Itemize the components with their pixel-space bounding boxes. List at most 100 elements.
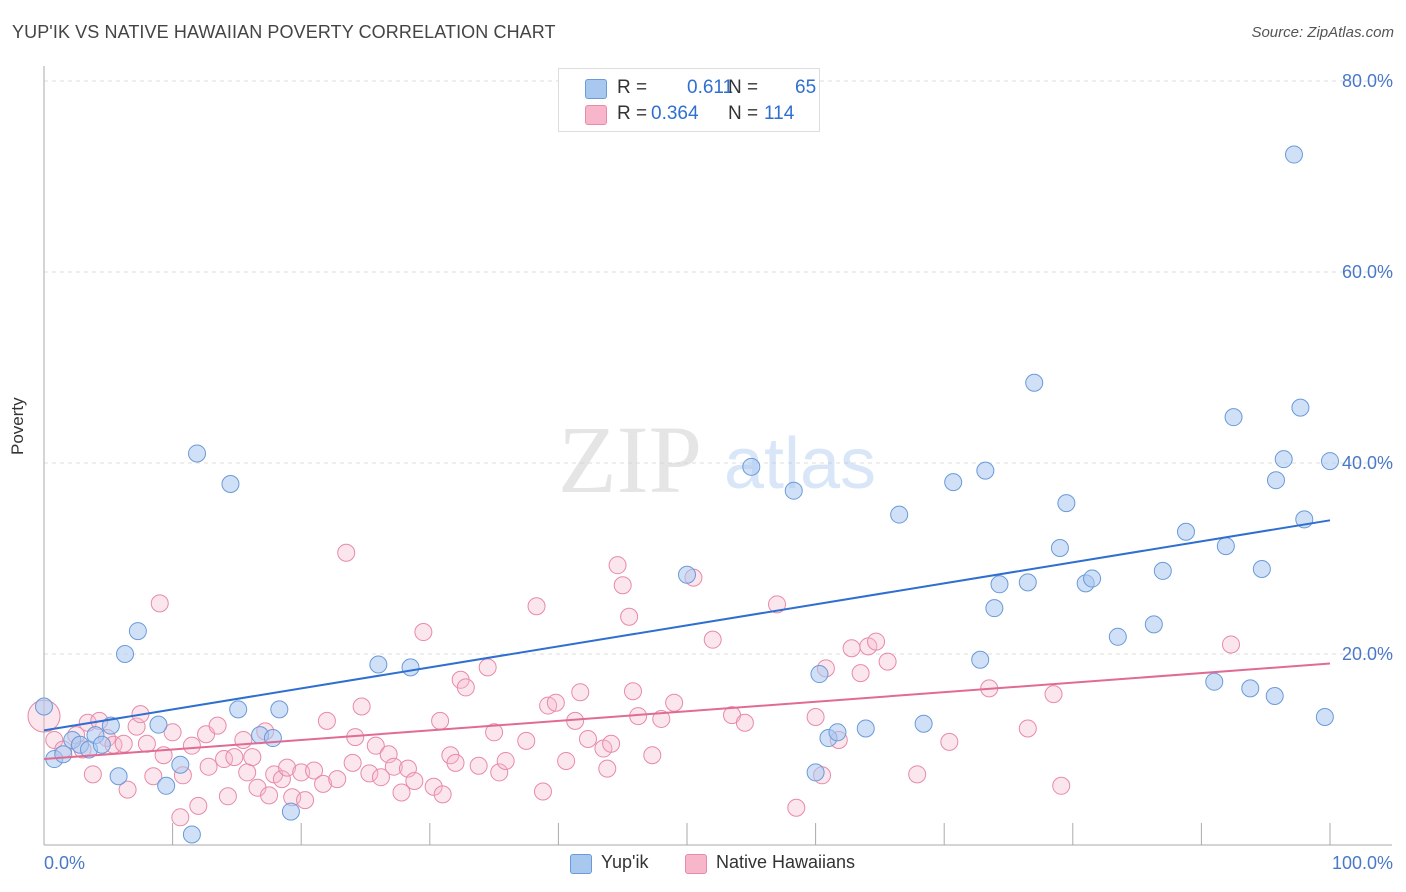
x-tick-label-max: 100.0%: [1332, 853, 1393, 873]
point-native-hawaiians: [478, 658, 497, 677]
point-yupik: [229, 700, 248, 719]
point-native-hawaiians: [735, 713, 754, 732]
point-native-hawaiians: [150, 594, 169, 613]
point-native-hawaiians: [787, 798, 806, 817]
point-native-hawaiians: [602, 734, 621, 753]
point-native-hawaiians: [469, 756, 488, 775]
y-tick-label-80: 80.0%: [1342, 71, 1393, 91]
source-label: Source: ZipAtlas.com: [1251, 24, 1394, 41]
x-tick-label-min: 0.0%: [44, 853, 85, 873]
point-native-hawaiians: [352, 697, 371, 716]
point-yupik: [810, 665, 829, 684]
point-yupik: [1176, 522, 1195, 541]
point-native-hawaiians: [118, 780, 137, 799]
point-native-hawaiians: [806, 708, 825, 727]
trendline-native-hawaiians: [43, 662, 1331, 761]
point-native-hawaiians: [1052, 776, 1071, 795]
point-native-hawaiians: [424, 777, 443, 796]
point-native-hawaiians: [613, 576, 632, 595]
point-yupik: [1224, 408, 1243, 427]
trendlines: [43, 519, 1331, 761]
point-native-hawaiians: [225, 748, 244, 767]
point-native-hawaiians: [278, 758, 297, 777]
gridlines: [44, 80, 1392, 655]
point-native-hawaiians: [238, 763, 257, 782]
point-yupik: [1205, 672, 1224, 691]
legend-r-value-native-hawaiians: 0.364: [651, 103, 699, 124]
point-native-hawaiians: [665, 693, 684, 712]
point-native-hawaiians: [199, 757, 218, 776]
point-yupik: [806, 763, 825, 782]
point-native-hawaiians: [1221, 635, 1240, 654]
tick-labels: 20.0% 40.0% 60.0% 80.0% 0.0% 100.0%: [44, 71, 1393, 873]
point-native-hawaiians: [296, 791, 315, 810]
point-yupik: [1025, 373, 1044, 392]
point-native-hawaiians: [652, 709, 671, 728]
point-yupik: [1274, 450, 1293, 469]
point-yupik: [157, 776, 176, 795]
yupik-points: [35, 145, 1339, 844]
point-yupik: [1291, 398, 1310, 417]
legend-n-label: N =: [728, 77, 759, 98]
point-yupik: [188, 444, 207, 463]
point-native-hawaiians: [867, 632, 886, 651]
point-native-hawaiians: [878, 652, 897, 671]
point-native-hawaiians: [189, 796, 208, 815]
point-yupik: [92, 735, 111, 754]
point-native-hawaiians: [317, 711, 336, 730]
point-native-hawaiians: [337, 543, 356, 562]
point-native-hawaiians: [431, 711, 450, 730]
axes: [43, 66, 1392, 846]
point-yupik: [1018, 573, 1037, 592]
point-native-hawaiians: [328, 770, 347, 789]
point-native-hawaiians: [608, 556, 627, 575]
point-native-hawaiians: [182, 736, 201, 755]
point-yupik: [1252, 560, 1271, 579]
point-native-hawaiians: [598, 759, 617, 778]
point-yupik: [828, 723, 847, 742]
point-native-hawaiians: [366, 736, 385, 755]
trendline-yupik: [43, 519, 1331, 732]
legend-r-label: R =: [617, 103, 648, 124]
point-native-hawaiians: [305, 761, 324, 780]
y-tick-label-20: 20.0%: [1342, 644, 1393, 664]
point-native-hawaiians: [414, 623, 433, 642]
legend-swatch-native-hawaiians: [585, 105, 607, 125]
point-yupik: [1284, 145, 1303, 164]
point-native-hawaiians: [243, 748, 262, 767]
point-native-hawaiians: [557, 751, 576, 770]
watermark: ZIP atlas: [558, 406, 876, 513]
point-native-hawaiians: [45, 730, 64, 749]
point-native-hawaiians: [371, 768, 390, 787]
point-yupik: [1265, 687, 1284, 706]
correlation-legend: R = 0.611 N = 65 R = 0.364 N = 114: [558, 68, 820, 132]
point-native-hawaiians: [446, 753, 465, 772]
point-yupik: [1057, 494, 1076, 513]
point-yupik: [1216, 537, 1235, 556]
y-tick-label-60: 60.0%: [1342, 262, 1393, 282]
point-yupik: [1153, 561, 1172, 580]
point-yupik: [1050, 538, 1069, 557]
point-native-hawaiians: [527, 597, 546, 616]
point-native-hawaiians: [405, 772, 424, 791]
point-yupik: [221, 475, 240, 494]
point-native-hawaiians: [643, 746, 662, 765]
point-native-hawaiians: [485, 723, 504, 742]
point-native-hawaiians: [546, 693, 565, 712]
legend-n-value-yupik: 65: [795, 77, 817, 98]
point-yupik: [914, 714, 933, 733]
point-yupik: [1315, 708, 1334, 727]
native-hawaiians-points: [27, 543, 1240, 827]
point-native-hawaiians: [851, 664, 870, 683]
point-native-hawaiians: [137, 734, 156, 753]
point-yupik: [128, 622, 147, 641]
point-yupik: [856, 719, 875, 738]
point-native-hawaiians: [83, 765, 102, 784]
y-tick-label-40: 40.0%: [1342, 453, 1393, 473]
point-yupik: [171, 755, 190, 774]
point-yupik: [101, 716, 120, 735]
point-native-hawaiians: [517, 731, 536, 750]
point-yupik: [971, 650, 990, 669]
legend-n-value-native-hawaiians: 114: [764, 103, 795, 124]
